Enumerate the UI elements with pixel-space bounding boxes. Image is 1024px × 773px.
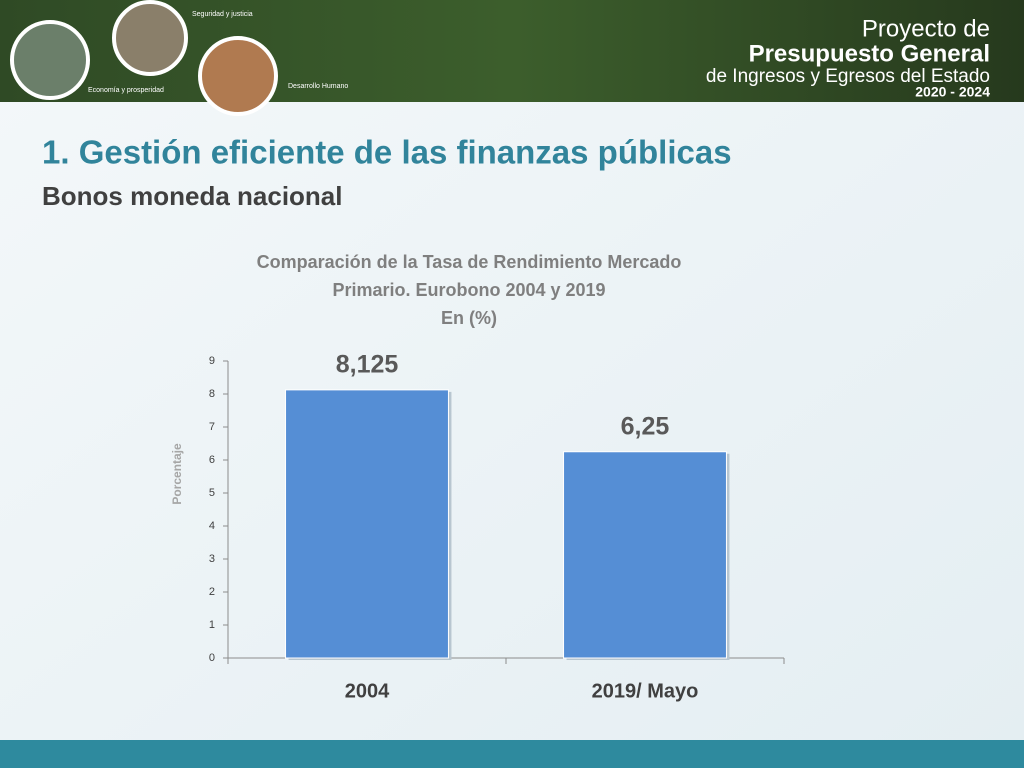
icon-label: Economía y prosperidad	[88, 87, 164, 94]
y-tick-label: 0	[209, 652, 215, 664]
bar	[285, 389, 449, 659]
icon	[112, 0, 188, 76]
y-tick-label: 6	[209, 454, 215, 466]
y-tick-label: 4	[209, 520, 215, 532]
header-text: de Ingresos y Egresos del Estado	[706, 66, 990, 87]
y-tick-label: 7	[209, 421, 215, 433]
icon	[198, 36, 278, 116]
footer-band	[0, 740, 1024, 768]
x-tick-label: 2004	[345, 680, 390, 702]
icon	[10, 20, 90, 100]
chart-title: En (%)	[441, 308, 497, 328]
chart-title: Comparación de la Tasa de Rendimiento Me…	[257, 252, 682, 272]
slide-title: 1. Gestión eficiente de las finanzas púb…	[42, 134, 732, 171]
x-tick-label: 2019/ Mayo	[592, 680, 699, 702]
y-tick-label: 9	[209, 355, 215, 367]
header-text: Presupuesto General	[749, 40, 990, 67]
icon-label: Seguridad y justicia	[192, 11, 253, 18]
y-tick-label: 5	[209, 487, 215, 499]
value-label: 8,125	[336, 350, 399, 378]
value-label: 6,25	[621, 412, 670, 440]
y-tick-label: 1	[209, 619, 215, 631]
slide-subtitle: Bonos moneda nacional	[42, 181, 343, 211]
y-tick-label: 2	[209, 586, 215, 598]
icon-label: Desarrollo Humano	[288, 83, 348, 90]
y-tick-label: 8	[209, 388, 215, 400]
chart-title: Primario. Eurobono 2004 y 2019	[332, 280, 605, 300]
y-tick-label: 3	[209, 553, 215, 565]
bar	[563, 451, 727, 659]
y-axis-label: Porcentaje	[170, 443, 184, 505]
header-text: 2020 - 2024	[915, 84, 990, 100]
header-text: Proyecto de	[862, 15, 990, 42]
